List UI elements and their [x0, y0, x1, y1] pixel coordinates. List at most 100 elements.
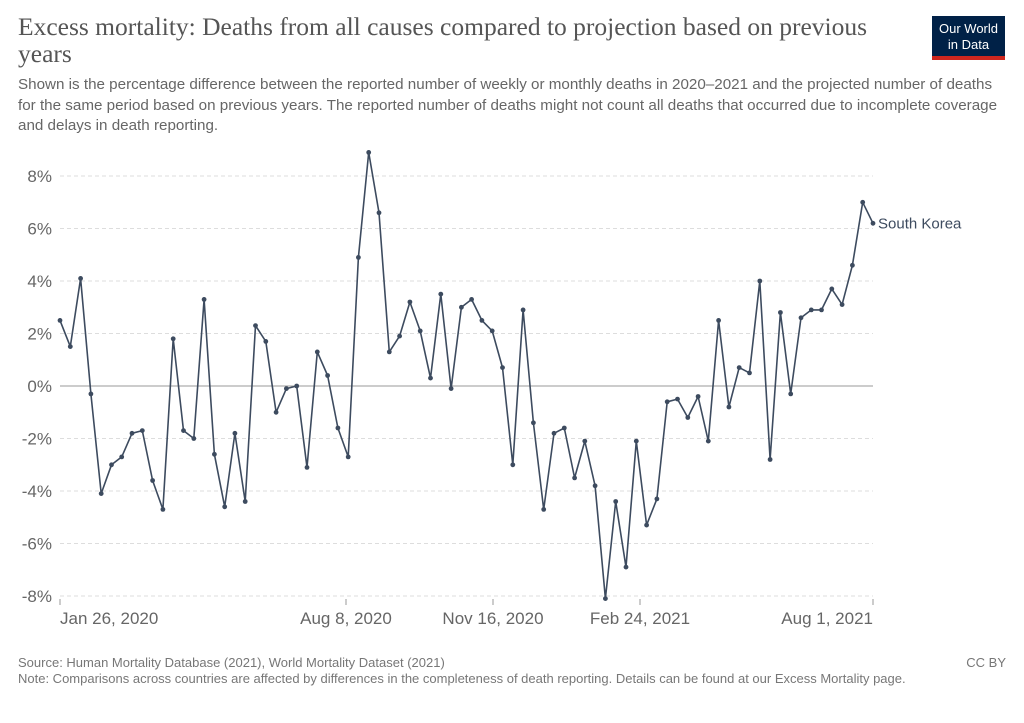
data-point[interactable] [263, 339, 269, 344]
data-point[interactable] [294, 383, 300, 389]
data-point[interactable] [500, 365, 505, 370]
data-point[interactable] [407, 299, 413, 305]
data-point[interactable] [860, 199, 866, 205]
data-point[interactable] [747, 370, 752, 376]
data-point[interactable] [695, 394, 701, 399]
gridlines [60, 175, 873, 597]
chart-title: Excess mortality: Deaths from all causes… [18, 12, 868, 68]
logo-line-1: Our World [939, 21, 998, 36]
data-point[interactable] [685, 415, 691, 420]
chart-subtitle: Shown is the percentage difference betwe… [18, 76, 998, 134]
data-point[interactable] [78, 276, 83, 281]
data-point[interactable] [191, 436, 197, 441]
data-point[interactable] [808, 307, 814, 313]
data-point[interactable] [654, 496, 660, 502]
data-point[interactable] [819, 307, 824, 313]
y-tick-label: -8% [22, 587, 52, 606]
data-point[interactable] [67, 344, 73, 349]
x-tick-label: Feb 24, 2021 [590, 609, 690, 628]
logo-line-2: in Data [947, 37, 990, 52]
data-point[interactable] [531, 420, 536, 426]
data-point[interactable] [561, 425, 567, 431]
source-text: Source: Human Mortality Database (2021),… [18, 655, 445, 670]
data-point[interactable] [489, 328, 495, 334]
data-point[interactable] [541, 507, 547, 512]
y-tick-label: 0% [27, 377, 52, 396]
data-point[interactable] [325, 373, 330, 378]
x-tick-label: Jan 26, 2020 [60, 609, 158, 628]
data-point[interactable] [242, 499, 248, 504]
data-point[interactable] [675, 396, 680, 402]
data-point[interactable] [592, 483, 598, 489]
data-point[interactable] [850, 262, 855, 268]
data-point[interactable] [345, 454, 351, 460]
license-text[interactable]: CC BY [966, 655, 1006, 670]
data-point[interactable] [705, 438, 711, 444]
data-point[interactable] [57, 318, 63, 323]
y-tick-label: -4% [22, 482, 52, 501]
data-point[interactable] [160, 507, 166, 512]
data-point[interactable] [726, 404, 732, 410]
data-point[interactable] [386, 349, 392, 355]
data-point[interactable] [767, 457, 773, 462]
data-point[interactable] [98, 491, 104, 496]
data-point[interactable] [572, 475, 577, 481]
data-point[interactable] [716, 318, 721, 323]
y-tick-label: -6% [22, 535, 52, 554]
data-point[interactable] [201, 297, 207, 302]
data-point[interactable] [633, 438, 639, 444]
data-point[interactable] [222, 504, 228, 510]
data-point[interactable] [870, 220, 876, 226]
data-point[interactable] [181, 428, 186, 433]
y-tick-label: -2% [22, 430, 52, 449]
data-point[interactable] [778, 310, 783, 315]
data-point[interactable] [829, 286, 835, 292]
data-point[interactable] [438, 291, 444, 297]
data-point[interactable] [335, 425, 341, 431]
data-point[interactable] [356, 255, 361, 260]
data-point[interactable] [469, 297, 474, 302]
data-point[interactable] [757, 278, 763, 284]
data-point[interactable] [582, 438, 588, 444]
data-point[interactable] [253, 323, 258, 328]
data-point[interactable] [736, 365, 742, 370]
data-point[interactable] [139, 428, 145, 433]
data-point[interactable] [397, 333, 402, 339]
data-point[interactable] [417, 328, 423, 334]
data-point[interactable] [366, 150, 372, 155]
y-tick-label: 4% [27, 272, 52, 291]
data-point[interactable] [232, 430, 238, 436]
owid-logo[interactable]: Our World in Data [932, 16, 1005, 60]
data-point[interactable] [304, 465, 310, 470]
series-label[interactable]: South Korea [878, 215, 962, 232]
data-point[interactable] [273, 409, 279, 415]
data-point[interactable] [664, 399, 670, 405]
data-point[interactable] [644, 522, 649, 528]
data-point[interactable] [788, 391, 794, 397]
y-axis-ticks: -8% -6% -4% -2% 0% 2% 4% 6% 8% [22, 167, 52, 606]
data-point[interactable] [284, 386, 289, 391]
data-point[interactable] [459, 304, 464, 310]
data-point[interactable] [170, 336, 176, 342]
data-point[interactable] [88, 391, 94, 397]
data-point[interactable] [623, 564, 629, 570]
data-point[interactable] [603, 596, 608, 601]
data-point[interactable] [314, 349, 320, 355]
data-point[interactable] [520, 307, 526, 313]
data-point[interactable] [109, 462, 114, 468]
data-point[interactable] [150, 478, 156, 483]
data-point[interactable] [551, 430, 557, 436]
data-point[interactable] [798, 315, 804, 321]
data-point[interactable] [212, 451, 217, 457]
data-point[interactable] [479, 318, 485, 323]
data-point[interactable] [428, 375, 433, 381]
x-tick-label: Aug 8, 2020 [300, 609, 392, 628]
data-point[interactable] [129, 430, 135, 436]
data-point[interactable] [376, 210, 382, 216]
data-point[interactable] [510, 462, 516, 468]
data-point[interactable] [119, 454, 125, 460]
data-point[interactable] [448, 386, 454, 391]
data-point[interactable] [613, 499, 619, 504]
data-point[interactable] [839, 302, 845, 307]
